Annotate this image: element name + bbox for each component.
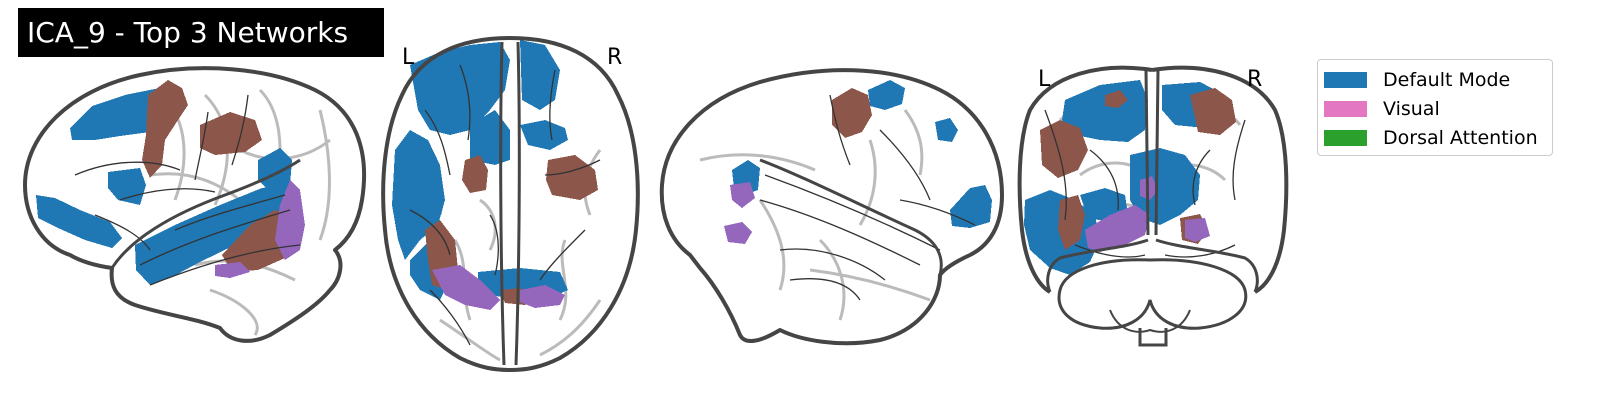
coronal-view: L R: [1017, 65, 1289, 347]
sagittal-right-visual-lower: [724, 222, 752, 244]
axial-default-mode-right-frontal: [520, 40, 560, 110]
axial-right-label: R: [607, 45, 622, 70]
coronal-overlap-left: [1040, 120, 1088, 178]
axial-overlap-left-frontal: [462, 155, 488, 193]
sagittal-left-overlap-central: [200, 112, 262, 155]
sagittal-right-view: [659, 68, 1004, 346]
sagittal-left-overlap-frontal: [142, 80, 188, 178]
legend-swatch-visual: [1324, 101, 1367, 117]
coronal-visual-small: [1140, 176, 1158, 200]
coronal-temporal-left: [1046, 238, 1149, 293]
coronal-visual-left: [1085, 205, 1150, 252]
legend-swatch-default-mode: [1324, 72, 1367, 88]
coronal-default-mode-upper-left: [1062, 80, 1148, 142]
coronal-overlap-top-left: [1105, 90, 1128, 108]
sagittal-right-activation: [724, 80, 992, 244]
sagittal-right-sulci: [699, 109, 931, 321]
coronal-overlap-right-top: [1190, 88, 1236, 135]
axial-visual-occipital-left: [432, 265, 500, 310]
legend-label-default-mode: Default Mode: [1383, 69, 1511, 91]
sagittal-left-temporal-edge: [110, 158, 301, 269]
sagittal-left-default-mode-temporal: [135, 185, 296, 285]
legend-label-dorsal-attention: Dorsal Attention: [1383, 127, 1538, 149]
sagittal-left-sulci: [149, 88, 331, 336]
sagittal-left-gyri: [74, 94, 301, 286]
sagittal-right-default-mode-parietal: [935, 118, 958, 142]
sagittal-left-view: [23, 66, 367, 343]
legend: Default Mode Visual Dorsal Attention: [1317, 59, 1553, 156]
figure-title: ICA_9 - Top 3 Networks: [18, 8, 384, 57]
axial-overlap-right-central: [546, 155, 598, 200]
coronal-brainstem: [1138, 328, 1168, 347]
axial-view: L R: [381, 36, 640, 372]
legend-item-dorsal-attention: Dorsal Attention: [1324, 126, 1538, 150]
coronal-outline: [1017, 65, 1289, 294]
axial-left-label: L: [402, 45, 415, 70]
sagittal-right-visual-upper: [730, 182, 755, 208]
sagittal-right-default-mode-frontal: [950, 185, 992, 228]
coronal-left-label: L: [1038, 67, 1051, 92]
coronal-visual-right: [1185, 218, 1210, 242]
axial-outline: [381, 36, 640, 372]
coronal-cerebellum-lobes: [1109, 309, 1191, 333]
sagittal-right-default-mode-top: [868, 80, 905, 110]
coronal-activation: [1024, 80, 1236, 275]
axial-gyri: [409, 64, 601, 346]
sagittal-right-gyri: [759, 94, 976, 301]
coronal-overlap-left-lower: [1058, 195, 1085, 250]
sagittal-right-outline: [659, 68, 1004, 346]
legend-label-visual: Visual: [1383, 98, 1440, 120]
sagittal-right-overlap-central: [832, 88, 872, 138]
legend-swatch-dorsal-attention: [1324, 130, 1367, 146]
coronal-cerebellum: [1057, 258, 1248, 330]
sagittal-left-default-mode-parietal: [258, 148, 292, 192]
sagittal-left-activation: [36, 80, 305, 285]
axial-visual-occipital-right: [520, 285, 565, 308]
axial-default-mode-left-frontal: [410, 42, 510, 135]
coronal-right-label: R: [1247, 67, 1262, 92]
sagittal-left-visual: [275, 180, 305, 260]
sagittal-left-outline: [23, 66, 367, 343]
coronal-temporal-right: [1155, 238, 1259, 293]
axial-midline: [499, 41, 521, 366]
sagittal-left-default-mode-small: [108, 168, 146, 205]
sagittal-right-temporal-edge: [759, 158, 943, 276]
axial-default-mode-right-small: [520, 120, 568, 150]
coronal-midline: [1144, 69, 1160, 236]
sagittal-left-default-mode-prefrontal: [36, 195, 122, 248]
coronal-gyri: [1044, 109, 1246, 258]
legend-item-visual: Visual: [1324, 97, 1440, 121]
axial-activation: [392, 40, 598, 310]
legend-item-default-mode: Default Mode: [1324, 68, 1510, 92]
sagittal-left-visual-lower: [215, 262, 250, 278]
